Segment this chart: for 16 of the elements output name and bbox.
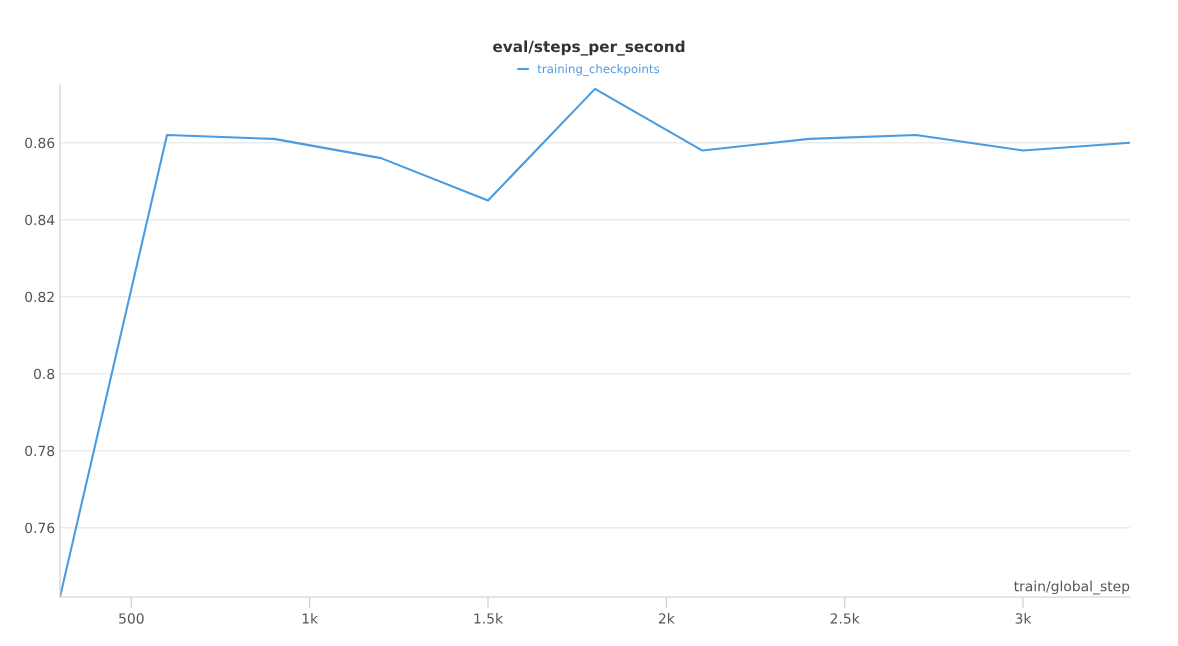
x-tick-label: 500 [119, 613, 144, 624]
x-tick-label: 1.5k [474, 612, 504, 624]
x-tick-label: 2.5k [830, 612, 860, 624]
y-tick-label: 0.76 [25, 522, 55, 534]
x-axis-title: train/global_step [1014, 580, 1130, 595]
y-tick-label: 0.82 [25, 291, 54, 303]
y-tick-label: 0.8 [33, 368, 55, 380]
y-tick-label: 0.78 [25, 445, 55, 457]
x-tick-label: 1k [302, 612, 319, 624]
chart-title: eval/steps_per_second [493, 40, 685, 56]
x-tick-label: 3k [1015, 612, 1032, 624]
x-tick-label: 2k [658, 612, 675, 624]
y-tick-label: 0.84 [25, 214, 55, 226]
y-tick-label: 0.86 [25, 137, 55, 149]
line-series [60, 87, 1130, 597]
legend-label: training_checkpoints [537, 64, 660, 76]
